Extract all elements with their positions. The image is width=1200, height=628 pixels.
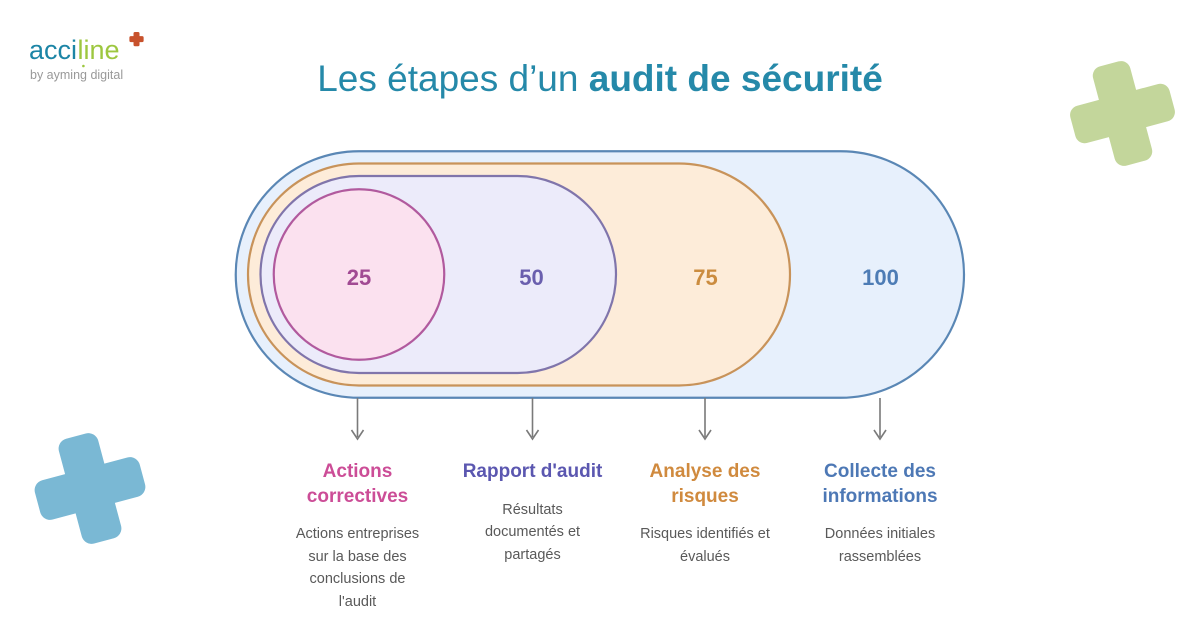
- svg-text:75: 75: [693, 265, 717, 290]
- svg-text:100: 100: [862, 265, 899, 290]
- svg-text:50: 50: [519, 265, 543, 290]
- svg-text:25: 25: [347, 265, 371, 290]
